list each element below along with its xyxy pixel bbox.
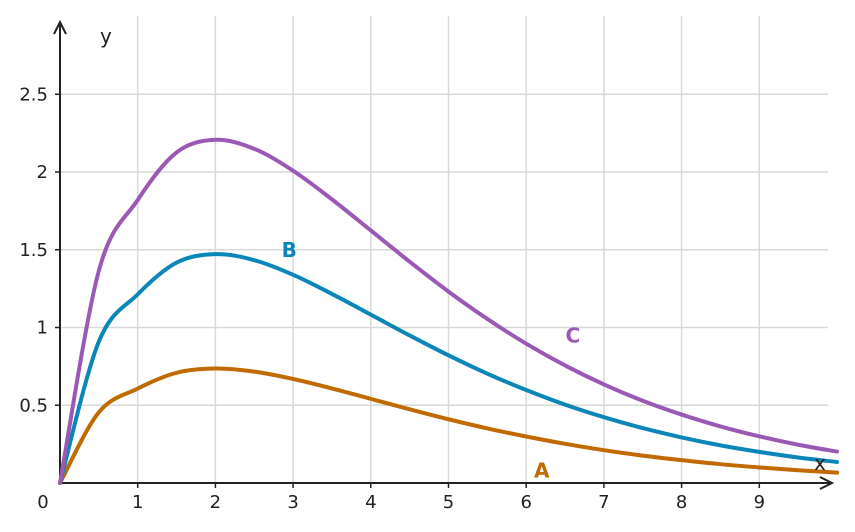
series-line-c: [58, 137, 839, 485]
tick-labels: 1 2 3 4 5 6 7 8 9 0.5 1 1.5 2 2.5: [19, 84, 765, 513]
y-axis-label: y: [100, 24, 112, 48]
x-axis-label: x: [814, 451, 826, 475]
x-tick-label: 8: [676, 492, 687, 513]
series-line-a: [58, 366, 839, 485]
grid: [60, 16, 828, 483]
series-lines: [58, 137, 839, 485]
axes: [53, 19, 835, 490]
y-tick-label: 2.5: [19, 84, 48, 105]
x-tick-label: 3: [287, 492, 298, 513]
y-tick-label: 1: [37, 318, 48, 339]
y-tick-label: 1.5: [19, 240, 48, 261]
series-label-c: C: [565, 323, 580, 347]
x-tick-label: 9: [754, 492, 765, 513]
x-tick-label: 2: [210, 492, 221, 513]
series-label-b: B: [282, 238, 297, 262]
x-tick-label: 1: [132, 492, 143, 513]
series-line-b: [58, 252, 839, 485]
y-axis-arrow: [53, 19, 67, 35]
series-labels: A B C: [282, 238, 581, 483]
x-tick-label: 7: [598, 492, 609, 513]
series-label-a: A: [534, 459, 550, 483]
x-axis-arrow: [819, 476, 835, 490]
origin-label: 0: [37, 492, 48, 513]
x-tick-label: 6: [520, 492, 531, 513]
x-tick-label: 5: [443, 492, 454, 513]
y-tick-label: 2: [37, 162, 48, 183]
x-tick-label: 4: [365, 492, 376, 513]
y-tick-label: 0.5: [19, 395, 48, 416]
